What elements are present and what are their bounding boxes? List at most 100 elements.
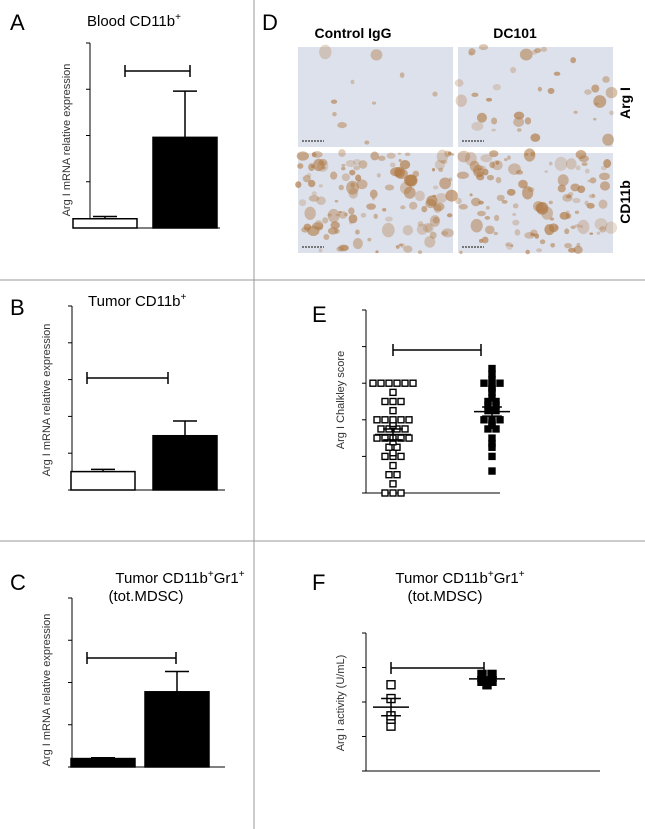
- stain-spot: [476, 112, 487, 123]
- stain-spot: [344, 212, 348, 217]
- stain-spot: [570, 183, 580, 192]
- stain-spot: [341, 166, 346, 171]
- stain-spot: [297, 163, 304, 169]
- stain-spot: [557, 184, 566, 193]
- panel-e-data-point: [397, 397, 405, 406]
- stain-spot: [433, 202, 445, 211]
- stain-spot: [352, 158, 362, 166]
- stain-spot: [471, 92, 479, 97]
- stain-spot: [377, 155, 386, 161]
- stain-spot: [439, 177, 452, 190]
- panel-f: F Tumor CD11b+Gr1+ (tot.MDSC) Arg I acti…: [312, 569, 600, 772]
- stain-spot: [389, 162, 396, 168]
- stain-spot: [332, 112, 337, 117]
- panel-e-data-point: [381, 452, 389, 461]
- stain-spot: [353, 165, 360, 171]
- stain-spot: [451, 153, 455, 156]
- stain-spot: [350, 79, 355, 85]
- stain-spot: [436, 149, 449, 164]
- stain-spot: [559, 211, 570, 220]
- stain-spot: [318, 184, 323, 188]
- stain-spot: [395, 168, 408, 180]
- stain-spot: [599, 226, 607, 233]
- stain-spot: [403, 245, 413, 253]
- stain-spot: [574, 224, 581, 228]
- stain-spot: [327, 208, 340, 223]
- panel-e-data-point: [389, 489, 397, 497]
- panel-letter-d: D: [262, 10, 278, 35]
- stain-spot: [481, 236, 489, 244]
- stain-spot: [438, 167, 444, 172]
- stain-spot: [596, 231, 601, 235]
- stain-spot: [495, 161, 500, 165]
- stain-spot: [373, 213, 378, 219]
- stain-spot: [446, 213, 453, 218]
- stain-spot: [307, 225, 320, 237]
- stain-spot: [548, 223, 559, 233]
- stain-spot: [468, 48, 476, 56]
- stain-spot: [422, 222, 433, 233]
- stain-spot: [536, 209, 542, 213]
- panel-e-data-point: [381, 397, 389, 406]
- stain-spot: [397, 152, 402, 155]
- stain-spot: [513, 111, 525, 120]
- stain-spot: [491, 160, 503, 171]
- micrograph-arg-control: [298, 44, 453, 147]
- panel-a-title: Blood CD11b+: [87, 12, 181, 30]
- stain-spot: [524, 231, 535, 239]
- stain-spot: [398, 243, 403, 247]
- stain-spot: [304, 206, 316, 220]
- panel-a-ylabel: Arg I mRNA relative expression: [61, 64, 73, 217]
- stain-spot: [417, 250, 423, 254]
- stain-spot: [369, 189, 378, 199]
- panel-c: C Tumor CD11b+Gr1+ (tot.MDSC) Arg I mRNA…: [10, 569, 245, 768]
- stain-spot: [550, 243, 556, 248]
- stain-spot: [553, 71, 561, 76]
- stain-spot: [441, 230, 449, 236]
- stain-spot: [432, 216, 440, 224]
- stain-spot: [593, 95, 607, 108]
- stain-spot: [478, 44, 489, 51]
- stain-spot: [591, 193, 595, 198]
- panel-e-data-point: [393, 379, 401, 387]
- panel-e-data-point: [480, 416, 488, 424]
- stain-spot: [447, 151, 452, 156]
- stain-spot: [605, 221, 618, 234]
- stain-spot: [371, 101, 377, 105]
- micrograph-cd11b-dc101: [455, 148, 618, 255]
- stain-spot: [496, 194, 505, 202]
- stain-spot: [336, 246, 344, 252]
- stain-spot: [525, 249, 530, 255]
- panel-e-data-point: [480, 379, 488, 387]
- panel-f-data-point: [386, 680, 396, 690]
- stain-spot: [426, 195, 438, 207]
- stain-spot: [554, 156, 568, 171]
- stain-spot: [565, 158, 577, 170]
- stain-spot: [573, 110, 578, 114]
- stain-spot: [568, 192, 574, 197]
- panel-d: D Control IgG DC101 Arg I CD11b: [262, 10, 633, 255]
- panel-b-axes: [68, 305, 225, 491]
- stain-spot: [512, 212, 517, 217]
- stain-spot: [322, 217, 329, 224]
- panel-e-data-point: [385, 379, 393, 387]
- panel-e-ylabel: Arg I Chalkley score: [335, 351, 347, 449]
- stain-spot: [480, 154, 493, 163]
- stain-spot: [530, 233, 536, 237]
- stain-spot: [356, 179, 368, 190]
- stain-spot: [491, 128, 496, 132]
- stain-spot: [536, 248, 543, 253]
- stain-spot: [485, 225, 495, 235]
- stain-spot: [348, 187, 359, 199]
- panel-e-data-point: [369, 379, 377, 387]
- stain-spot: [398, 158, 402, 162]
- stain-spot: [603, 159, 612, 168]
- stain-spot: [337, 244, 349, 252]
- stain-spot: [594, 102, 599, 106]
- stain-spot: [445, 189, 458, 202]
- stain-spot: [319, 44, 332, 60]
- stain-spot: [506, 188, 516, 196]
- stain-spot: [519, 48, 533, 61]
- stain-spot: [384, 216, 393, 222]
- stain-spot: [589, 232, 594, 235]
